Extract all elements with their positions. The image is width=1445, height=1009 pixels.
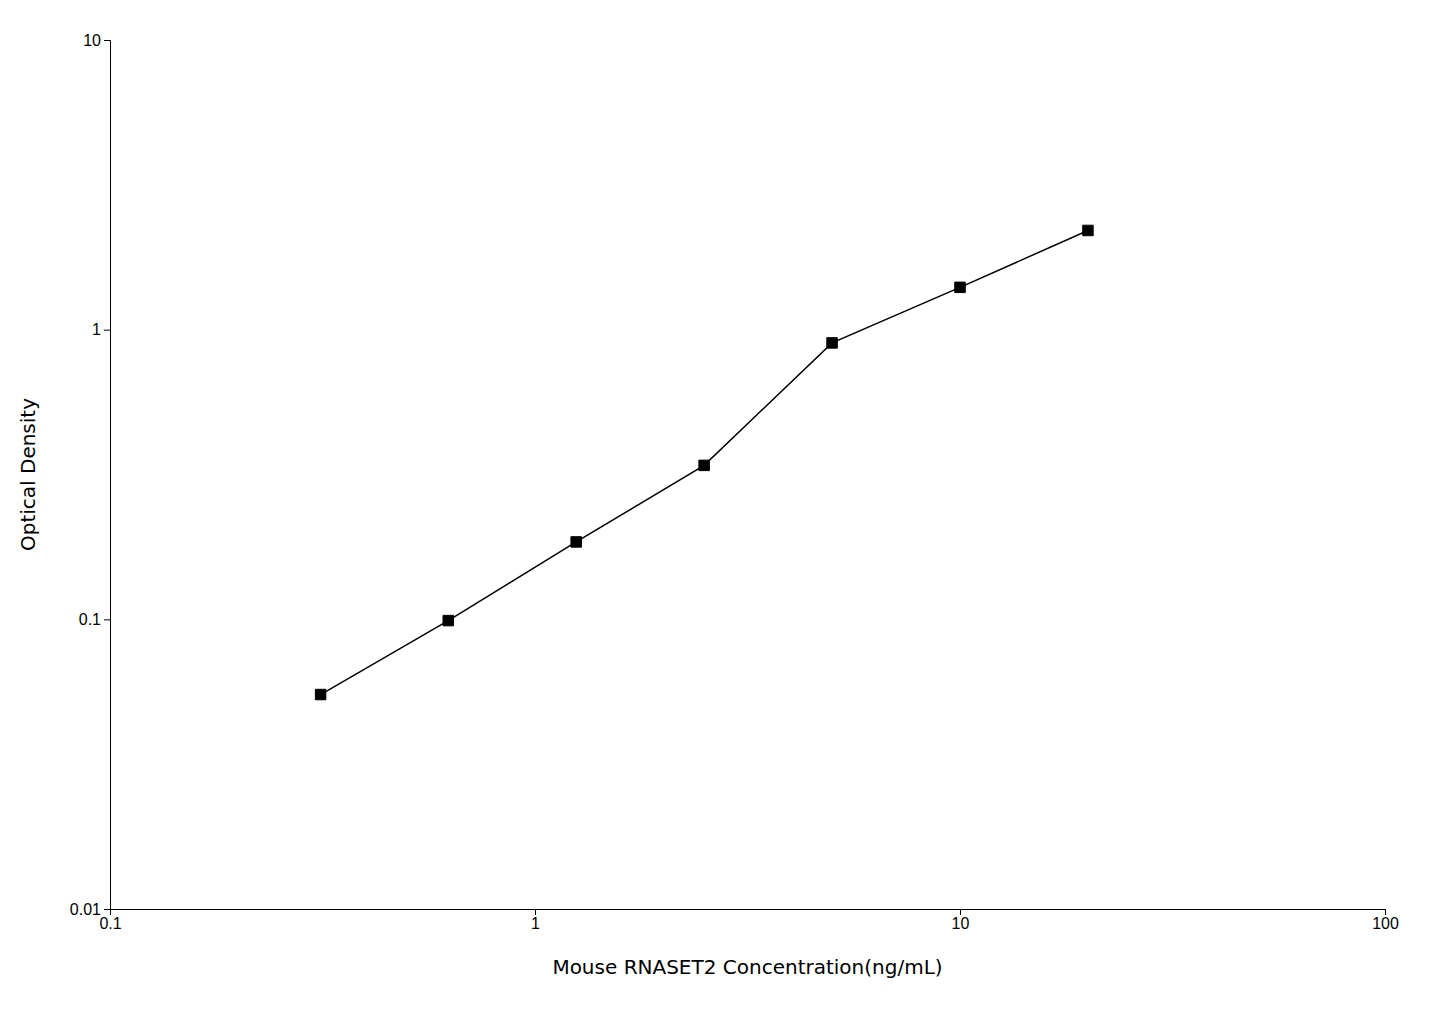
y-tick-label: 0.01 [70,901,101,918]
data-point [955,282,965,292]
y-tick: 10 [83,32,110,49]
x-axis-line [111,910,1386,916]
x-tick-mark [535,909,536,915]
y-tick-label: 1 [92,321,101,338]
x-tick-label: 0.1 [99,915,121,932]
data-point [699,460,709,470]
y-tick-label: 10 [83,32,101,49]
x-tick-label: 1 [531,915,540,932]
x-axis: 0.1 1 10 100 [99,909,1399,932]
y-axis-title: Optical Density [16,398,40,551]
y-tick-mark [104,619,110,620]
data-point [315,689,325,699]
x-axis-title: Mouse RNASET2 Concentration(ng/mL) [552,955,942,979]
x-tick: 0.1 [99,909,121,932]
y-axis-line [104,41,111,910]
data-point [827,338,837,348]
chart-container: 0.11101000.010.1110Mouse RNASET2 Concent… [0,0,1445,1009]
data-point [443,615,453,625]
x-tick: 10 [952,909,970,932]
y-tick: 0.1 [79,611,110,628]
x-tick-mark [1385,909,1386,915]
chart-svg: 0.11101000.010.1110Mouse RNASET2 Concent… [0,0,1445,1009]
y-tick-label: 0.1 [79,611,101,628]
y-tick-mark [104,40,110,41]
x-tick: 100 [1372,909,1399,932]
y-tick: 1 [92,321,110,338]
x-tick-mark [960,909,961,915]
x-tick-label: 10 [952,915,970,932]
y-tick: 0.01 [70,901,110,918]
x-tick-label: 100 [1372,915,1399,932]
y-tick-mark [104,330,110,331]
data-point [571,537,581,547]
x-tick: 1 [531,909,540,932]
data-point [1083,225,1093,235]
y-tick-mark [104,909,110,910]
y-axis: 0.01 0.1 1 10 [70,32,111,918]
data-line [321,230,1088,694]
plot-area: 0.11101000.010.1110 [70,32,1399,933]
series [315,225,1093,700]
